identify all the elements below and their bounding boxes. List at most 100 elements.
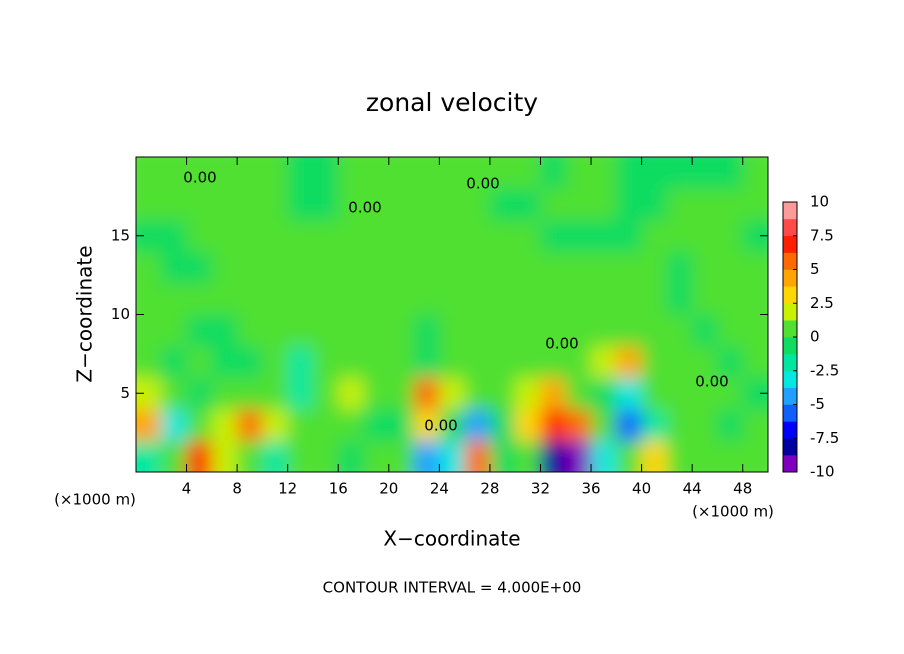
field-cell bbox=[565, 346, 592, 378]
field-cell bbox=[136, 346, 162, 378]
field-cell bbox=[211, 409, 238, 441]
field-cell bbox=[641, 157, 668, 189]
field-cell bbox=[515, 283, 541, 315]
field-cell bbox=[161, 188, 188, 221]
field-cell bbox=[717, 283, 744, 315]
field-cell bbox=[439, 346, 466, 378]
field-cell bbox=[237, 314, 263, 347]
field-cell bbox=[591, 157, 617, 189]
field-cell bbox=[591, 251, 617, 284]
field-cell bbox=[161, 440, 188, 472]
field-cell bbox=[641, 346, 668, 378]
field-cell bbox=[540, 220, 567, 252]
field-cell bbox=[211, 157, 238, 189]
field-cell bbox=[161, 283, 188, 315]
field-cell bbox=[363, 377, 390, 410]
field-cell bbox=[641, 377, 668, 410]
field-cell bbox=[287, 283, 314, 315]
field-cell bbox=[540, 157, 567, 189]
field-cell bbox=[591, 346, 617, 378]
field-cell bbox=[312, 409, 339, 441]
field-cell bbox=[186, 377, 213, 410]
cells bbox=[136, 157, 768, 472]
x-tick-label: 40 bbox=[632, 480, 651, 498]
field-cell bbox=[616, 283, 643, 315]
field-cell bbox=[186, 220, 213, 252]
field-cell bbox=[136, 188, 162, 221]
field-cell bbox=[388, 346, 415, 378]
x-tick-label: 44 bbox=[683, 480, 702, 498]
field-cell bbox=[717, 220, 744, 252]
field-cell bbox=[489, 346, 516, 378]
field-cell bbox=[565, 314, 592, 347]
field-cell bbox=[161, 220, 188, 252]
field-cell bbox=[312, 377, 339, 410]
field-cell bbox=[237, 409, 263, 441]
y-tick-label: 5 bbox=[120, 384, 130, 402]
x-tick-label: 12 bbox=[278, 480, 297, 498]
field-cell bbox=[338, 157, 365, 189]
field-cell bbox=[414, 440, 440, 472]
field-cell bbox=[338, 283, 365, 315]
field-cell bbox=[692, 157, 718, 189]
field-cell bbox=[565, 220, 592, 252]
field-cell bbox=[717, 157, 744, 189]
colorbar-swatch bbox=[783, 286, 797, 304]
field-cell bbox=[565, 188, 592, 221]
field-cell bbox=[540, 314, 567, 347]
field-cell bbox=[287, 157, 314, 189]
field-cell bbox=[388, 220, 415, 252]
colorbar-swatch bbox=[783, 370, 797, 388]
field-cell bbox=[363, 440, 390, 472]
field-cell bbox=[388, 377, 415, 410]
field-cell bbox=[692, 409, 718, 441]
field-cell bbox=[363, 409, 390, 441]
x-tick-label: 48 bbox=[733, 480, 752, 498]
chart-title: zonal velocity bbox=[366, 88, 538, 117]
field-cell bbox=[742, 314, 768, 347]
colorbar-swatch bbox=[783, 269, 797, 287]
field-cell bbox=[414, 314, 440, 347]
field-cell bbox=[211, 251, 238, 284]
field-cell bbox=[565, 440, 592, 472]
colorbar-swatch bbox=[783, 421, 797, 439]
x-tick-label: 4 bbox=[182, 480, 192, 498]
field-cell bbox=[489, 377, 516, 410]
field-cell bbox=[641, 251, 668, 284]
field-cell bbox=[591, 283, 617, 315]
field-cell bbox=[338, 440, 365, 472]
field-cell bbox=[692, 377, 718, 410]
field-cell bbox=[237, 251, 263, 284]
colorbar-tick-label: 2.5 bbox=[810, 294, 834, 312]
field-cell bbox=[186, 346, 213, 378]
field-cell bbox=[388, 283, 415, 315]
field-cell bbox=[515, 440, 541, 472]
field-cell bbox=[464, 409, 491, 441]
field-cell bbox=[742, 251, 768, 284]
field-cell bbox=[211, 283, 238, 315]
field-cell bbox=[464, 440, 491, 472]
x-unit: (×1000 m) bbox=[692, 503, 774, 521]
field-cell bbox=[464, 220, 491, 252]
field-cell bbox=[616, 157, 643, 189]
field-cell bbox=[287, 409, 314, 441]
field-cell bbox=[666, 157, 693, 189]
colorbar-tick-label: -7.5 bbox=[810, 429, 839, 447]
field-cell bbox=[186, 251, 213, 284]
field-cell bbox=[312, 251, 339, 284]
field-cell bbox=[211, 188, 238, 221]
field-cell bbox=[287, 440, 314, 472]
field-cell bbox=[186, 188, 213, 221]
field-cell bbox=[136, 157, 162, 189]
field-cell bbox=[515, 314, 541, 347]
field-cell bbox=[312, 220, 339, 252]
field-cell bbox=[287, 346, 314, 378]
field-cell bbox=[388, 251, 415, 284]
field-cell bbox=[186, 157, 213, 189]
field-cell bbox=[237, 157, 263, 189]
field-cell bbox=[363, 314, 390, 347]
field-cell bbox=[515, 409, 541, 441]
field-cell bbox=[464, 283, 491, 315]
field-cell bbox=[388, 314, 415, 347]
field-cell bbox=[363, 157, 390, 189]
